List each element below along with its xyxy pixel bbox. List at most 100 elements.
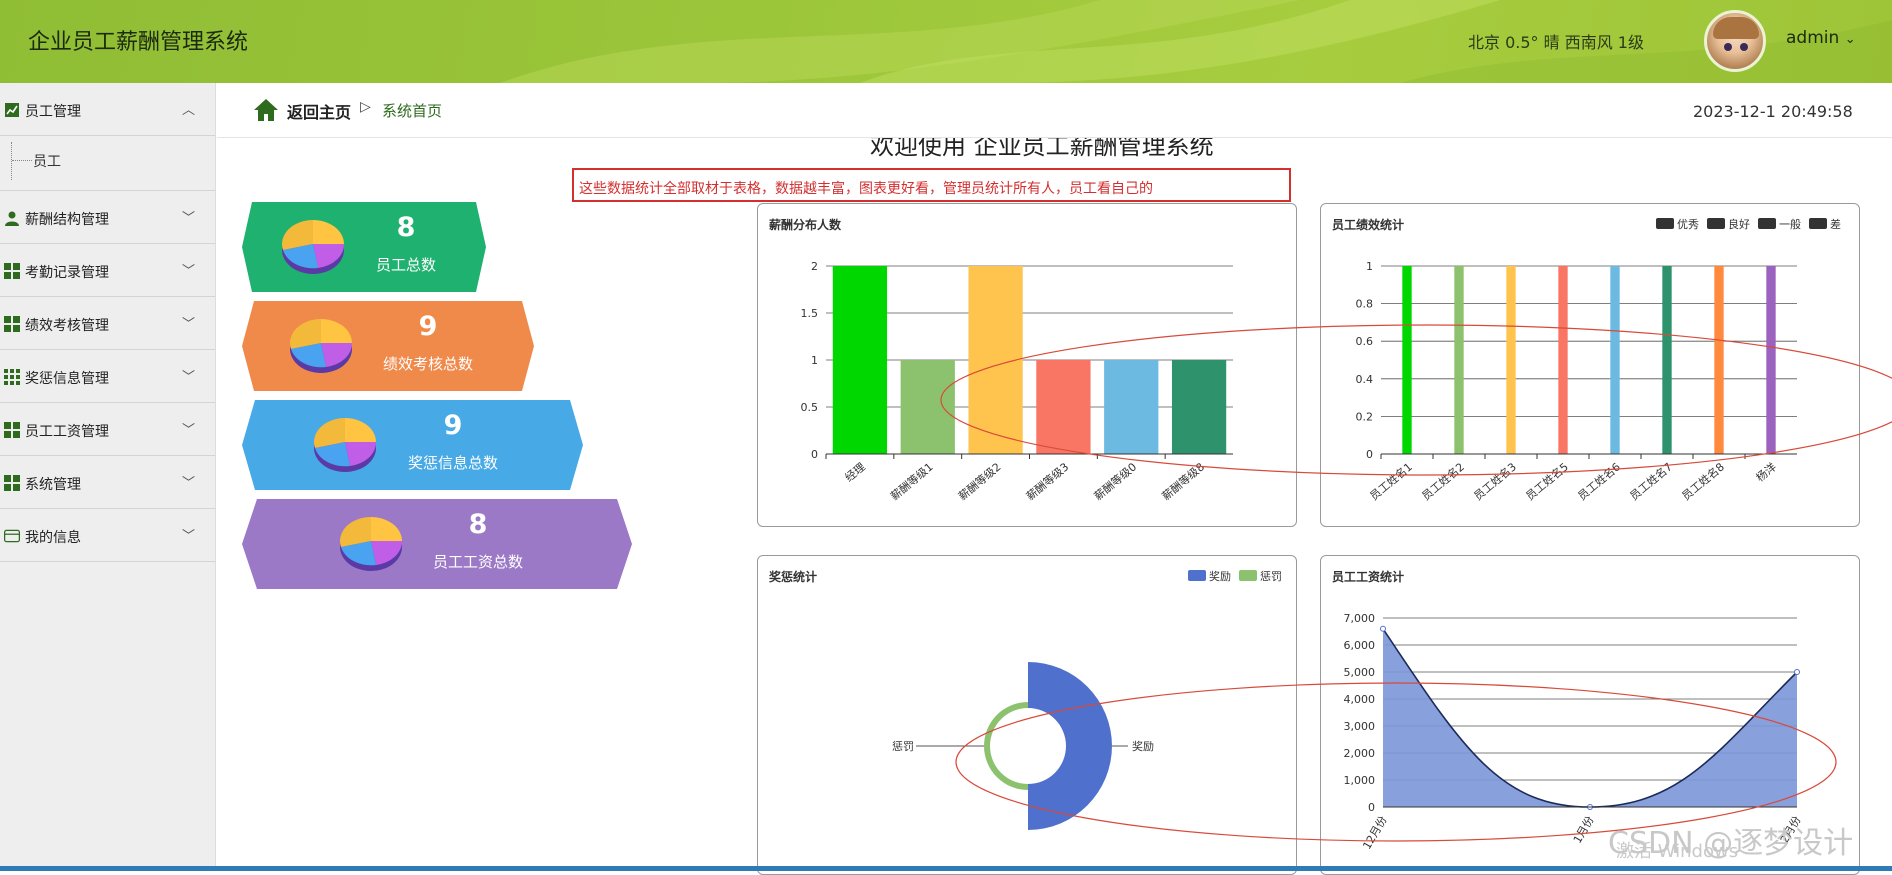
sidebar-subitem-label: 员工 — [33, 154, 61, 170]
chevron-down-icon: ﹀ — [182, 476, 196, 491]
y-tick-label: 0 — [811, 448, 818, 461]
chart-title: 员工工资统计 — [1332, 570, 1405, 584]
chevron-down-icon: ﹀ — [182, 370, 196, 385]
x-tick-label: 员工姓名6 — [1575, 460, 1623, 504]
y-tick-label: 0.2 — [1356, 410, 1374, 423]
y-tick-label: 4,000 — [1344, 693, 1376, 706]
chart-salary-distribution: 薪酬分布人数 0 0.5 1 1.5 2 经理 薪酬等级1 薪酬等级2 薪酬等级3 薪酬等级0 薪酬… — [757, 203, 1297, 527]
grid9-icon — [4, 369, 20, 385]
stat-value: 8 — [468, 509, 488, 540]
grid-icon — [4, 263, 20, 279]
x-tick-label: 杨洋 — [1753, 460, 1779, 485]
stat-value: 9 — [443, 410, 463, 441]
sidebar-item-label: 员工管理 — [25, 104, 81, 120]
x-tick-label: 薪酬等级1 — [888, 460, 936, 504]
pie-chart-icon — [290, 319, 353, 373]
bar-chart-svg: 0 0.5 1 1.5 2 经理 薪酬等级1 薪酬等级2 薪酬等级3 薪酬等级0 薪酬等级8 — [801, 260, 1233, 504]
bar — [1558, 266, 1568, 454]
bar — [1766, 266, 1776, 454]
chart-performance-stats: 员工绩效统计 优秀 良好 一般 差 0 0.2 0.4 0.6 0.8 1 员工姓名1 员工姓… — [1320, 203, 1860, 527]
pie-slice — [1028, 662, 1112, 830]
welcome-heading: 欢迎使用 企业员工薪酬管理系统 — [870, 132, 1214, 160]
x-tick-label: 薪酬等级2 — [955, 460, 1003, 504]
y-tick-label: 0 — [1366, 448, 1373, 461]
avatar[interactable] — [1704, 10, 1766, 72]
bar — [1610, 266, 1620, 454]
x-tick-label: 薪酬等级0 — [1091, 460, 1139, 504]
legend-item: 良好 — [1707, 216, 1750, 232]
bar — [1171, 360, 1227, 454]
legend-item: 一般 — [1758, 216, 1801, 232]
sidebar-item-performance[interactable]: 绩效考核管理 ﹀ — [0, 297, 215, 350]
breadcrumb-separator: ▷ — [360, 99, 371, 115]
bar — [1506, 266, 1516, 454]
sidebar-item-label: 奖惩信息管理 — [25, 371, 109, 387]
stat-card-performance[interactable]: 9 绩效考核总数 — [242, 301, 534, 391]
watermark: CSDN @逐梦设计 — [1608, 826, 1854, 861]
chevron-down-icon: ⌄ — [1844, 32, 1856, 47]
sidebar-item-my-info[interactable]: 我的信息 ﹀ — [0, 509, 215, 562]
activate-windows-text: 激活 Windows — [1616, 841, 1739, 862]
stat-label: 奖惩信息总数 — [407, 454, 498, 472]
chevron-up-icon: ︿ — [182, 103, 196, 118]
sidebar: 员工管理 ︿ 员工 薪酬结构管理 ﹀ 考勤记录管理 ﹀ 绩效考核管理 ﹀ 奖惩信… — [0, 83, 216, 871]
sidebar-item-attendance[interactable]: 考勤记录管理 ﹀ — [0, 244, 215, 297]
bar — [900, 360, 955, 454]
stat-card-rewards[interactable]: 9 奖惩信息总数 — [242, 400, 583, 490]
user-menu[interactable]: admin ⌄ — [1786, 28, 1856, 48]
x-tick-label: 12月份 — [1360, 814, 1389, 852]
stat-label: 绩效考核总数 — [382, 355, 473, 373]
x-tick-label: 员工姓名3 — [1471, 460, 1519, 504]
bar — [1714, 266, 1724, 454]
stat-label: 员工工资总数 — [432, 553, 523, 571]
y-tick-label: 0.6 — [1356, 335, 1374, 348]
back-home-link[interactable]: 返回主页 — [287, 103, 352, 122]
weather-info: 北京 0.5° 晴 西南风 1级 — [1468, 33, 1644, 52]
chart-legend: 优秀 良好 一般 差 — [1656, 216, 1841, 232]
breadcrumb-current[interactable]: 系统首页 — [382, 102, 443, 120]
grid-icon — [4, 475, 20, 491]
bar — [1036, 360, 1091, 454]
y-tick-label: 1,000 — [1344, 774, 1376, 787]
legend-label: 惩罚 — [1260, 570, 1282, 583]
sidebar-subitem-employee[interactable]: 员工 — [0, 136, 215, 191]
sidebar-item-label: 员工工资管理 — [25, 424, 109, 440]
user-icon — [5, 211, 19, 226]
x-tick-label: 员工姓名1 — [1367, 460, 1415, 504]
chart-legend: 奖励 惩罚 — [1188, 568, 1282, 584]
sidebar-item-employee[interactable]: 员工管理 ︿ — [0, 83, 215, 136]
card-background — [242, 499, 632, 589]
sidebar-item-label: 系统管理 — [25, 477, 81, 493]
annotation-text: 这些数据统计全部取材于表格，数据越丰富，图表更好看，管理员统计所有人，员工看自己… — [579, 181, 1153, 197]
home-icon[interactable] — [253, 98, 279, 122]
card-icon — [4, 529, 20, 543]
x-tick-label: 员工姓名2 — [1419, 460, 1467, 504]
pie-chart-icon — [314, 418, 377, 472]
bar — [1454, 266, 1464, 454]
chevron-down-icon: ﹀ — [182, 264, 196, 279]
sidebar-item-wages[interactable]: 员工工资管理 ﹀ — [0, 403, 215, 456]
chevron-down-icon: ﹀ — [182, 211, 196, 226]
system-title: 企业员工薪酬管理系统 — [28, 30, 249, 55]
sidebar-item-salary-structure[interactable]: 薪酬结构管理 ﹀ — [0, 191, 215, 244]
stat-card-wages[interactable]: 8 员工工资总数 — [242, 499, 632, 589]
annotation-box: 这些数据统计全部取材于表格，数据越丰富，图表更好看，管理员统计所有人，员工看自己… — [572, 168, 1291, 202]
y-tick-label: 0.5 — [801, 401, 819, 414]
x-tick-label: 经理 — [843, 460, 868, 484]
stat-card-employees[interactable]: 8 员工总数 — [242, 202, 486, 292]
legend-label: 优秀 — [1677, 218, 1699, 231]
legend-label: 良好 — [1728, 218, 1750, 231]
legend-item: 奖励 — [1188, 568, 1231, 584]
bar — [1104, 360, 1159, 454]
grid-icon — [4, 422, 20, 438]
sidebar-item-system[interactable]: 系统管理 ﹀ — [0, 456, 215, 509]
chart-reward-punishment: 奖惩统计 奖励 惩罚 惩罚 奖励 — [757, 555, 1297, 875]
y-tick-label: 1 — [1366, 260, 1373, 273]
y-tick-label: 1.5 — [801, 307, 819, 320]
x-tick-label: 员工姓名7 — [1627, 460, 1675, 504]
sidebar-item-label: 薪酬结构管理 — [25, 212, 109, 228]
x-tick-label: 薪酬等级3 — [1023, 460, 1071, 504]
legend-item: 惩罚 — [1239, 568, 1282, 584]
sidebar-item-rewards[interactable]: 奖惩信息管理 ﹀ — [0, 350, 215, 403]
